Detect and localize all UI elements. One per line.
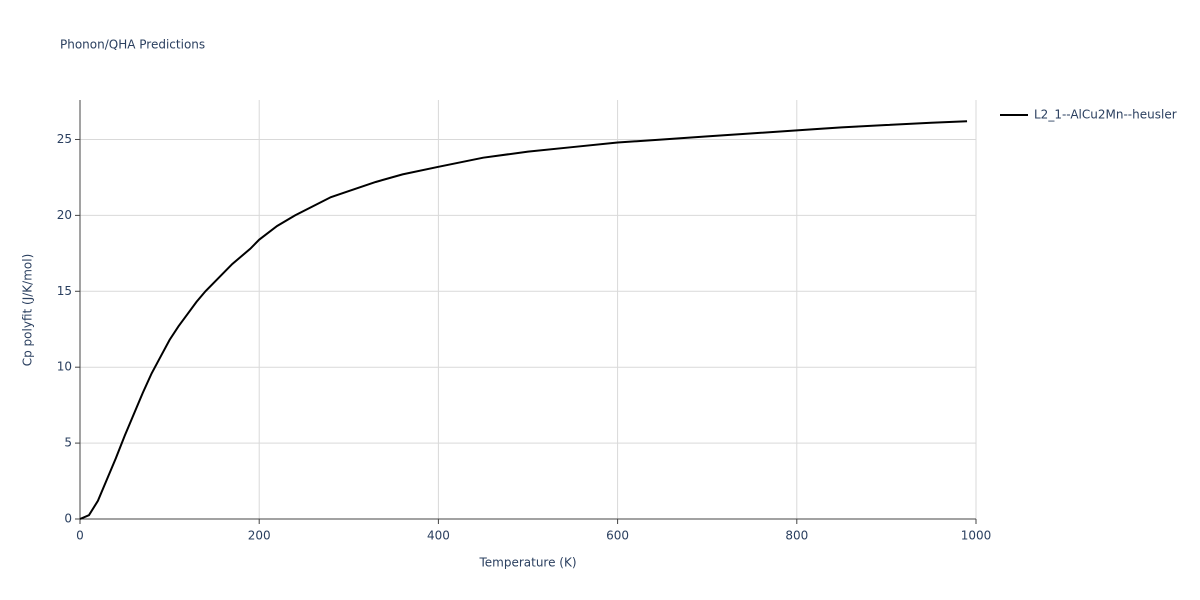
x-tick-label: 600: [606, 529, 629, 543]
y-axis-label: Cp polyfit (J/K/mol): [21, 254, 35, 367]
x-tick-label: 400: [427, 529, 450, 543]
x-tick-label: 1000: [961, 529, 992, 543]
x-axis-label: Temperature (K): [478, 556, 576, 570]
line-series: [79, 120, 968, 520]
legend-label: L2_1--AlCu2Mn--heusler: [1034, 108, 1177, 122]
y-tick-label: 0: [64, 512, 72, 526]
x-tick-label: 800: [785, 529, 808, 543]
chart-title: Phonon/QHA Predictions: [60, 38, 205, 52]
y-tick-label: 25: [57, 132, 72, 146]
x-tick-label: 0: [76, 529, 84, 543]
y-tick-label: 20: [57, 208, 72, 222]
y-tick-label: 15: [57, 284, 72, 298]
y-tick-label: 5: [64, 436, 72, 450]
x-tick-label: 200: [248, 529, 271, 543]
y-tick-label: 10: [57, 360, 72, 374]
